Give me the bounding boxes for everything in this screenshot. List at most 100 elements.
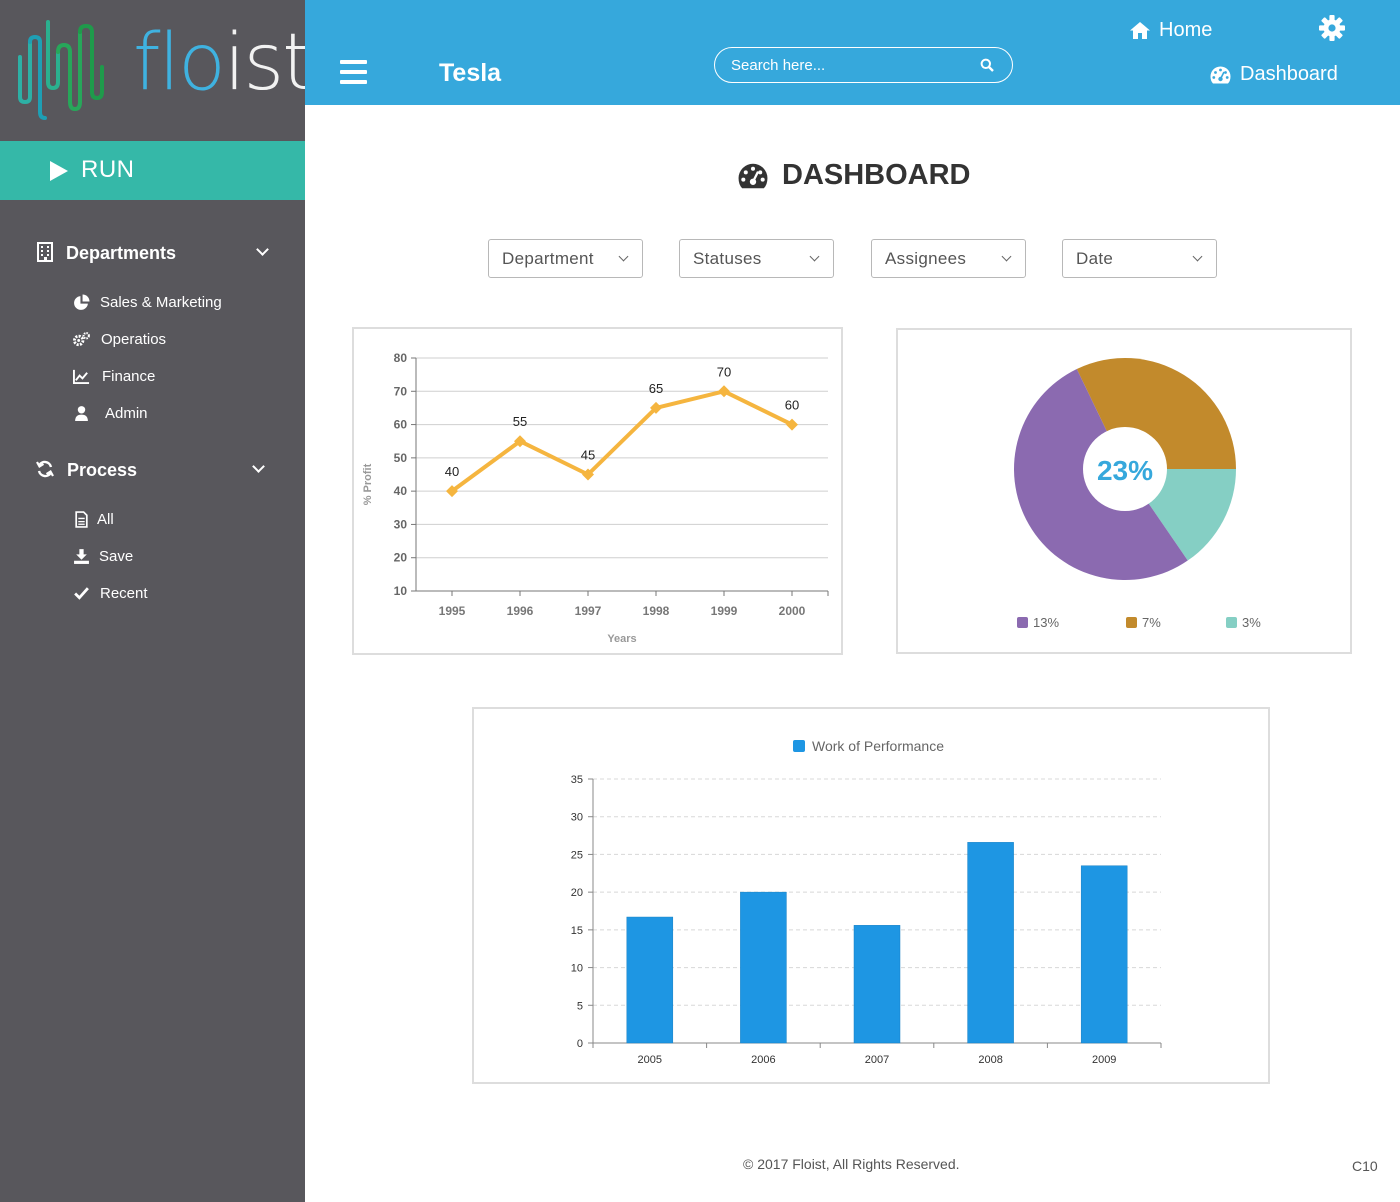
- check-icon: [74, 587, 89, 600]
- chevron-down-icon: [252, 460, 265, 473]
- filter-label: Assignees: [885, 249, 967, 268]
- y-tick-label: 30: [394, 517, 408, 531]
- x-tick-label: 1996: [507, 604, 534, 618]
- sidebar-section-label: Departments: [66, 243, 177, 263]
- legend-swatch: [1226, 617, 1237, 628]
- data-label: 45: [581, 448, 595, 463]
- search-input[interactable]: [731, 55, 971, 75]
- chevron-down-icon: [809, 251, 820, 262]
- sidebar-item-sales-marketing[interactable]: Sales & Marketing: [0, 288, 305, 318]
- y-tick-label: 20: [394, 551, 408, 565]
- run-button[interactable]: RUN: [0, 141, 305, 200]
- performance-bar-chart: 0 5 10 15 20 25 30 35 2005 2006 2007 2008 2009 Work o…: [571, 738, 1162, 1066]
- data-label: 70: [717, 364, 731, 379]
- data-point: [582, 468, 594, 481]
- legend-swatch: [1017, 617, 1028, 628]
- sidebar-section-label: Process: [67, 460, 138, 480]
- performance-bar-chart-card: 0 5 10 15 20 25 30 35 2005 2006 2007 2008 2009 Work o…: [472, 707, 1270, 1084]
- logo-suffix: ist: [223, 18, 313, 108]
- data-label: 65: [649, 381, 663, 396]
- x-tick-label: 2000: [779, 604, 806, 618]
- x-tick-label: 1999: [711, 604, 738, 618]
- run-label: RUN: [81, 156, 135, 183]
- legend-label: Work of Performance: [812, 738, 944, 754]
- department-filter[interactable]: Department: [488, 239, 643, 278]
- data-point: [446, 485, 458, 498]
- dashboard-label: Dashboard: [1240, 63, 1338, 85]
- statuses-filter[interactable]: Statuses: [679, 239, 834, 278]
- data-label: 55: [513, 414, 527, 429]
- sidebar-item-label: Sales & Marketing: [100, 294, 222, 311]
- center-label: 23%: [1097, 455, 1153, 486]
- sidebar-item-label: Finance: [102, 368, 156, 385]
- x-tick-label: 2005: [638, 1054, 662, 1066]
- sidebar-item-admin[interactable]: Admin: [0, 399, 305, 429]
- sidebar-item-operatios[interactable]: Operatios: [0, 325, 305, 355]
- sidebar-item-label: All: [97, 511, 114, 528]
- search-icon[interactable]: [980, 58, 994, 72]
- play-icon: [50, 161, 68, 181]
- search-box: [714, 47, 1013, 83]
- y-tick-label: 70: [394, 384, 408, 398]
- x-tick-label: 1998: [643, 604, 670, 618]
- pie-chart-card: 23% 13% 7% 3%: [896, 328, 1352, 654]
- filter-label: Department: [502, 249, 594, 268]
- sidebar-item-save[interactable]: Save: [0, 542, 305, 572]
- y-tick-label: 10: [394, 584, 408, 598]
- sidebar-item-label: Recent: [100, 585, 148, 602]
- assignees-filter[interactable]: Assignees: [871, 239, 1026, 278]
- y-tick-label: 30: [571, 812, 583, 824]
- y-axis-label: % Profit: [362, 463, 374, 505]
- y-tick-label: 0: [577, 1038, 583, 1050]
- bar: [740, 891, 787, 1044]
- x-tick-label: 2009: [1092, 1054, 1116, 1066]
- legend-swatch: [1126, 617, 1137, 628]
- x-axis-label: Years: [607, 633, 636, 645]
- chevron-down-icon: [1192, 251, 1203, 262]
- legend-label: 13%: [1033, 615, 1059, 630]
- donut-hole: [1083, 427, 1167, 511]
- y-tick-label: 25: [571, 849, 583, 861]
- gear-icon[interactable]: [1319, 15, 1345, 41]
- profit-line-chart-card: 10 20 30 40 50 60 70 80 1995 1996 1997 1998 1999 2000…: [352, 327, 843, 655]
- legend-label: 3%: [1242, 615, 1261, 630]
- page-title-label: DASHBOARD: [782, 159, 971, 191]
- menu-toggle-icon[interactable]: [340, 60, 367, 84]
- y-tick-label: 5: [577, 1000, 583, 1012]
- logo-prefix: flo: [133, 18, 226, 108]
- bar: [967, 842, 1014, 1044]
- sidebar-item-all[interactable]: All: [0, 505, 305, 535]
- sidebar-item-finance[interactable]: Finance: [0, 362, 305, 392]
- sidebar-item-label: Operatios: [101, 331, 167, 348]
- sidebar-section-departments[interactable]: Departments: [0, 236, 305, 272]
- y-tick-label: 15: [571, 925, 583, 937]
- x-tick-label: 2008: [978, 1054, 1002, 1066]
- profit-line-chart: 10 20 30 40 50 60 70 80 1995 1996 1997 1998 1999 2000…: [362, 351, 829, 645]
- footer-copyright: © 2017 Floist, All Rights Reserved.: [743, 1156, 960, 1172]
- logo[interactable]: floist: [0, 0, 313, 140]
- sidebar-section-process[interactable]: Process: [0, 453, 305, 489]
- data-label: 60: [785, 398, 799, 413]
- y-tick-label: 10: [571, 963, 583, 975]
- y-tick-label: 20: [571, 887, 583, 899]
- sidebar-item-recent[interactable]: Recent: [0, 579, 305, 609]
- profit-series-line: [450, 389, 793, 493]
- donut-chart: 23% 13% 7% 3%: [1014, 358, 1261, 630]
- y-tick-label: 40: [394, 484, 408, 498]
- x-tick-label: 2006: [751, 1054, 775, 1066]
- filter-label: Date: [1076, 249, 1114, 268]
- building-icon: [37, 242, 53, 262]
- company-name: Tesla: [439, 59, 502, 87]
- y-tick-label: 50: [394, 451, 408, 465]
- bar: [853, 925, 901, 1044]
- refresh-icon: [36, 460, 54, 478]
- chevron-down-icon: [1001, 251, 1012, 262]
- cogs-icon: [73, 332, 90, 347]
- y-tick-label: 35: [571, 774, 583, 786]
- data-point: [718, 385, 730, 398]
- user-icon: [75, 406, 88, 421]
- chevron-down-icon: [618, 251, 629, 262]
- dashboard-gauge-icon: [1210, 66, 1231, 84]
- date-filter[interactable]: Date: [1062, 239, 1217, 278]
